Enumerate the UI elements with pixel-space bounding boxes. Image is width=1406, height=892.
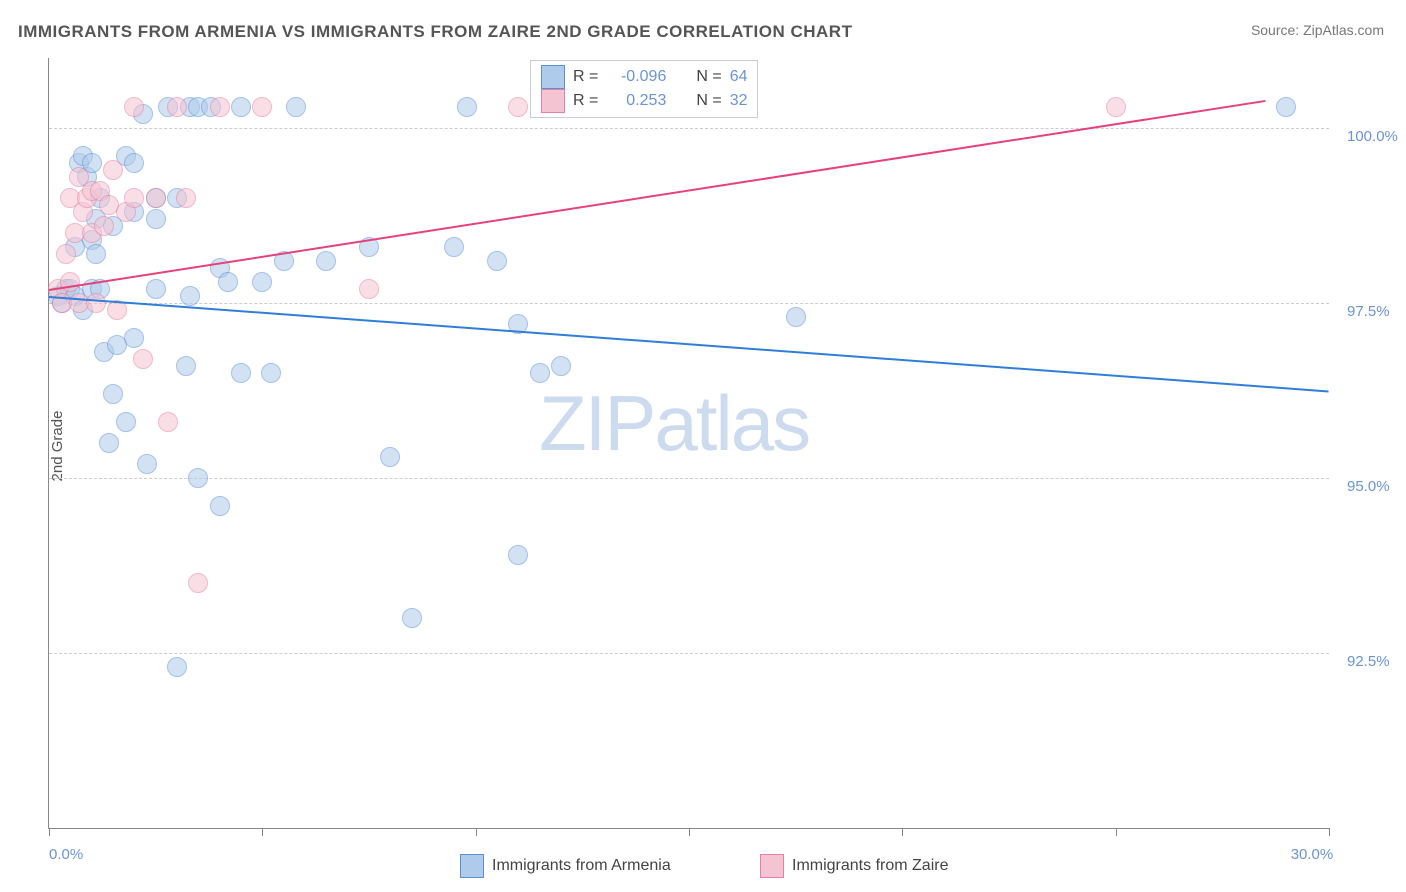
plot-area: ZIPatlas 92.5%95.0%97.5%100.0%0.0%30.0% [48,58,1329,829]
scatter-point [158,412,178,432]
scatter-point [103,160,123,180]
chart-container: IMMIGRANTS FROM ARMENIA VS IMMIGRANTS FR… [0,0,1406,892]
scatter-point [124,97,144,117]
scatter-point [86,244,106,264]
scatter-point [530,363,550,383]
scatter-point [210,97,230,117]
scatter-point [231,97,251,117]
scatter-point [508,545,528,565]
scatter-point [218,272,238,292]
scatter-point [124,153,144,173]
gridline [49,478,1329,479]
gridline [49,128,1329,129]
y-tick-label: 95.0% [1347,478,1390,495]
scatter-point [176,356,196,376]
scatter-point [551,356,571,376]
scatter-point [56,244,76,264]
legend-r-value: -0.096 [606,65,666,89]
legend-swatch-icon [541,89,565,113]
scatter-point [252,97,272,117]
legend-r-label: R = [573,89,598,113]
gridline [49,653,1329,654]
y-tick-label: 100.0% [1347,128,1398,145]
watermark-zip: ZIP [539,379,654,467]
scatter-point [1106,97,1126,117]
scatter-point [167,657,187,677]
scatter-point [86,293,106,313]
x-tick-label: 30.0% [1291,846,1334,863]
legend-row: R = -0.096 N = 64 [541,65,747,89]
scatter-point [1276,97,1296,117]
scatter-point [137,454,157,474]
x-tick-label: 0.0% [49,846,83,863]
scatter-point [124,188,144,208]
swatch-armenia-icon [460,854,484,878]
scatter-point [316,251,336,271]
scatter-point [402,608,422,628]
scatter-point [180,286,200,306]
scatter-point [146,279,166,299]
scatter-point [116,412,136,432]
legend-r-label: R = [573,65,598,89]
scatter-point [167,97,187,117]
scatter-point [146,188,166,208]
swatch-zaire-icon [760,854,784,878]
legend-series-1: Immigrants from Armenia [460,854,671,878]
scatter-point [786,307,806,327]
legend-r-value: 0.253 [606,89,666,113]
source-attribution: Source: ZipAtlas.com [1251,22,1384,38]
x-tick [1116,828,1117,836]
scatter-point [146,209,166,229]
scatter-point [286,97,306,117]
scatter-point [60,272,80,292]
legend-correlation: R = -0.096 N = 64 R = 0.253 N = 32 [530,60,758,118]
scatter-point [188,573,208,593]
scatter-point [210,496,230,516]
y-tick-label: 97.5% [1347,303,1390,320]
legend-n-label: N = [696,89,721,113]
legend-label-armenia: Immigrants from Armenia [492,857,671,875]
scatter-point [103,384,123,404]
legend-swatch-icon [541,65,565,89]
scatter-point [176,188,196,208]
watermark: ZIPatlas [539,378,809,469]
scatter-point [252,272,272,292]
scatter-point [94,216,114,236]
legend-label-zaire: Immigrants from Zaire [792,857,948,875]
chart-title: IMMIGRANTS FROM ARMENIA VS IMMIGRANTS FR… [18,22,852,42]
scatter-point [380,447,400,467]
x-tick [262,828,263,836]
x-tick [902,828,903,836]
scatter-point [457,97,477,117]
legend-n-value: 64 [730,65,748,89]
watermark-atlas: atlas [654,379,809,467]
scatter-point [261,363,281,383]
gridline [49,303,1329,304]
scatter-point [444,237,464,257]
legend-n-value: 32 [730,89,748,113]
scatter-point [487,251,507,271]
legend-n-label: N = [696,65,721,89]
scatter-point [133,349,153,369]
x-tick [476,828,477,836]
scatter-point [124,328,144,348]
scatter-point [359,279,379,299]
scatter-point [231,363,251,383]
x-tick [689,828,690,836]
y-tick-label: 92.5% [1347,653,1390,670]
legend-row: R = 0.253 N = 32 [541,89,747,113]
scatter-point [188,468,208,488]
scatter-point [508,97,528,117]
scatter-point [99,433,119,453]
legend-series-2: Immigrants from Zaire [760,854,948,878]
x-tick [1329,828,1330,836]
x-tick [49,828,50,836]
